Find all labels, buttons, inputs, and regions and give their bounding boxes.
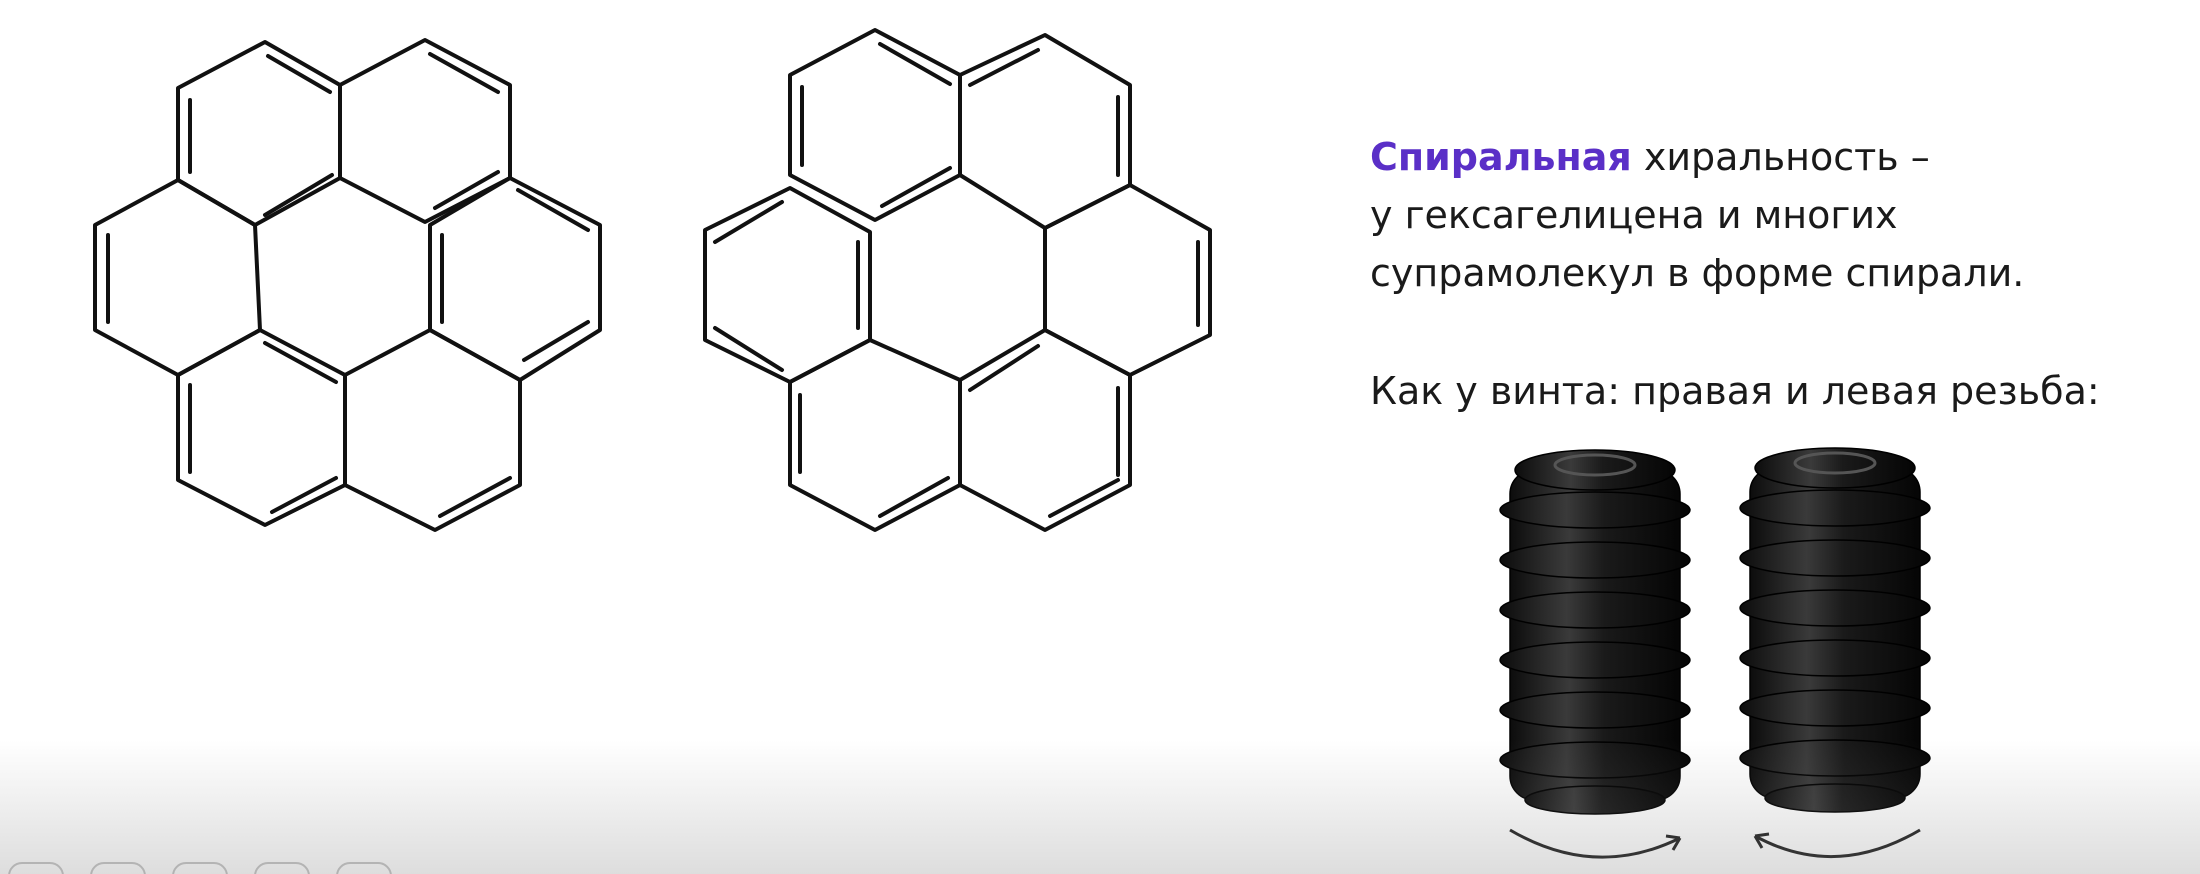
hexahelicene-left-structure — [93, 38, 602, 532]
description-line-2: у гексагелицена и многих — [1370, 193, 1898, 237]
control-dot[interactable] — [8, 862, 64, 874]
description-line-1: Спиральная хиральность – — [1370, 128, 2190, 186]
control-dot[interactable] — [254, 862, 310, 874]
player-controls — [8, 862, 418, 874]
description-line-3: супрамолекул в форме спирали. — [1370, 251, 2025, 295]
left-thread-screw — [1739, 447, 1931, 813]
chirality-description: Спиральная хиральность – у гексагелицена… — [1370, 128, 2190, 302]
hexahelicene-right-structure — [703, 28, 1212, 532]
screw-caption: Как у винта: правая и левая резьба: — [1370, 369, 2100, 413]
control-dot[interactable] — [90, 862, 146, 874]
control-dot[interactable] — [336, 862, 392, 874]
right-thread-screw — [1499, 449, 1691, 815]
control-dot[interactable] — [172, 862, 228, 874]
clockwise-arrow-icon — [1509, 828, 1681, 859]
description-line-1-rest: хиральность – — [1631, 135, 1930, 179]
counterclockwise-arrow-icon — [1754, 828, 1921, 858]
accent-word: Спиральная — [1370, 135, 1632, 179]
screws-illustration — [1499, 447, 1931, 859]
